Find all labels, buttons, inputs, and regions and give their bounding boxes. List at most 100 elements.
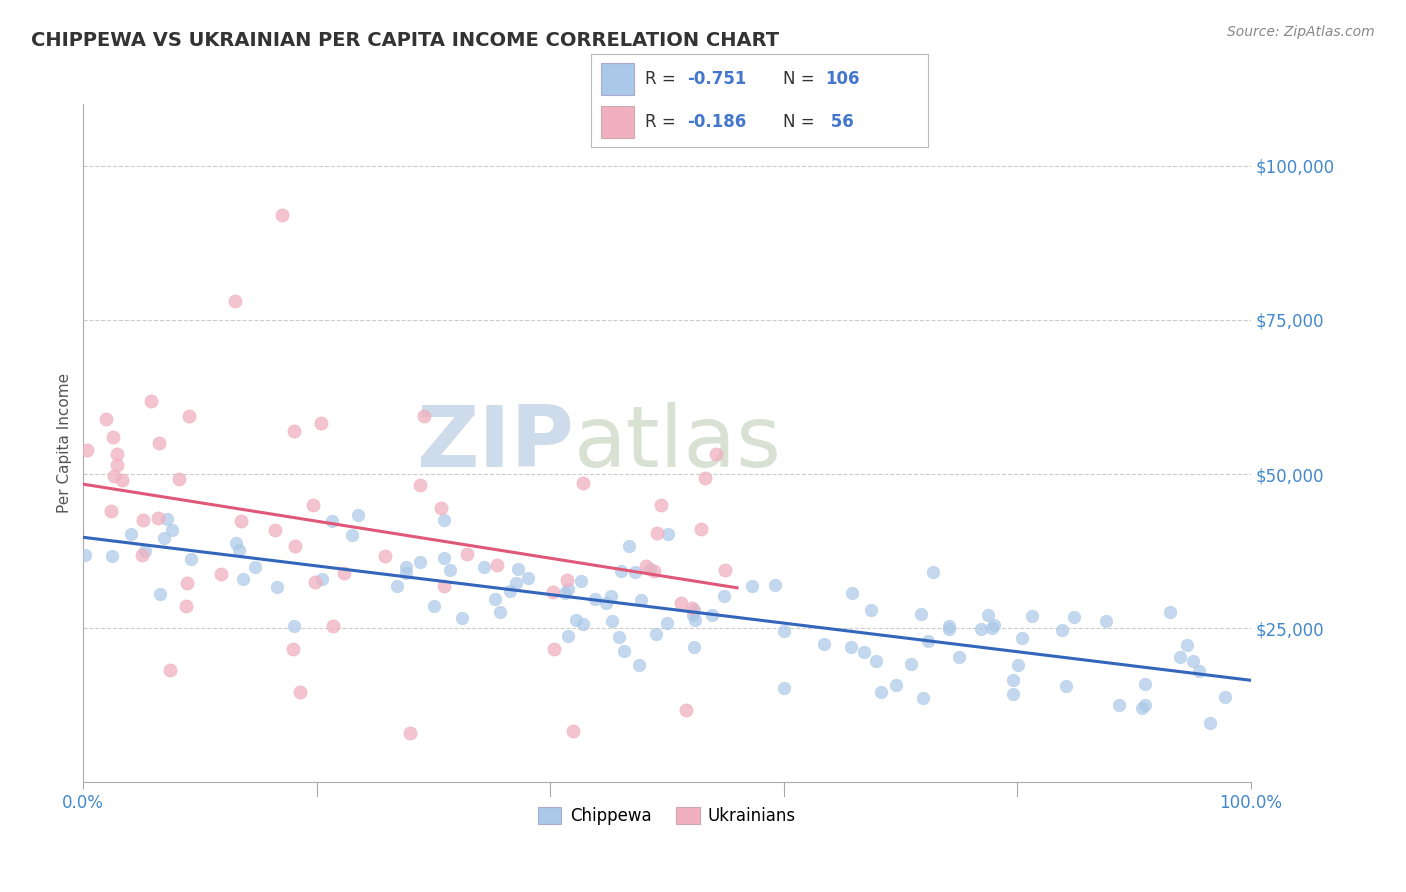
Text: R =: R = [644,70,681,87]
Point [600,614,623,628]
Text: atlas: atlas [574,401,782,484]
Point [100,504,122,518]
Point [146,511,169,525]
Point [565,613,588,627]
Point [977,608,1000,623]
Point [149,587,172,601]
Point [839,640,862,654]
Text: 56: 56 [825,113,853,131]
Point [1135,676,1157,690]
Point [910,607,932,622]
Point [156,512,179,526]
Point [1199,716,1222,731]
Point [439,563,461,577]
Point [607,630,630,644]
Point [773,624,796,639]
Text: CHIPPEWA VS UKRAINIAN PER CAPITA INCOME CORRELATION CHART: CHIPPEWA VS UKRAINIAN PER CAPITA INCOME … [31,31,779,50]
Point [1181,654,1204,668]
Point [311,416,333,430]
Point [969,623,991,637]
Point [456,548,478,562]
Point [176,576,198,591]
Point [623,565,645,579]
Point [332,566,354,581]
Text: Source: ZipAtlas.com: Source: ZipAtlas.com [1227,25,1375,39]
Point [695,471,717,485]
Point [229,514,252,528]
Point [132,513,155,527]
Point [683,603,706,617]
Point [506,562,529,576]
Point [395,566,418,580]
Point [148,436,170,450]
Point [120,526,142,541]
Point [900,657,922,671]
Point [636,558,658,573]
Point [134,544,156,558]
Point [1002,687,1025,701]
Point [385,579,408,593]
Point [689,522,711,536]
Point [562,724,585,739]
Point [619,539,641,553]
Point [1108,698,1130,712]
Point [159,663,181,677]
FancyBboxPatch shape [600,63,634,95]
Point [394,560,416,574]
Point [283,619,305,633]
Point [1094,614,1116,628]
Point [675,703,697,717]
Point [232,573,254,587]
Point [938,619,960,633]
Text: ZIP: ZIP [416,401,574,484]
Point [869,684,891,698]
Y-axis label: Per Capita Income: Per Capita Income [58,373,72,513]
Point [346,508,368,522]
Point [1168,649,1191,664]
FancyBboxPatch shape [600,106,634,138]
Point [640,562,662,576]
Point [180,552,202,566]
Point [243,559,266,574]
Point [266,581,288,595]
Text: N =: N = [783,113,820,131]
Point [1007,658,1029,673]
Point [980,621,1002,635]
Point [1011,631,1033,645]
Point [1175,638,1198,652]
Point [228,543,250,558]
Point [938,622,960,636]
Point [162,524,184,538]
Text: -0.751: -0.751 [686,70,747,87]
Point [1050,623,1073,637]
Point [224,294,246,309]
Text: R =: R = [644,113,681,131]
Point [423,599,446,614]
Point [505,575,527,590]
Point [685,613,707,627]
Point [321,514,343,528]
Point [884,678,907,692]
Point [1002,673,1025,687]
Point [682,608,704,623]
Point [610,564,633,578]
Point [73,548,96,562]
Point [741,579,763,593]
Point [430,500,453,515]
Point [283,424,305,438]
Point [1213,690,1236,704]
Point [433,579,456,593]
Point [1133,698,1156,713]
Point [647,526,669,541]
Point [917,634,939,648]
Point [433,551,456,566]
Point [557,629,579,643]
Point [865,654,887,668]
Point [174,599,197,614]
Text: -0.186: -0.186 [686,113,747,131]
Point [860,603,883,617]
Point [657,527,679,541]
Point [209,567,232,582]
Point [983,617,1005,632]
Point [412,409,434,423]
